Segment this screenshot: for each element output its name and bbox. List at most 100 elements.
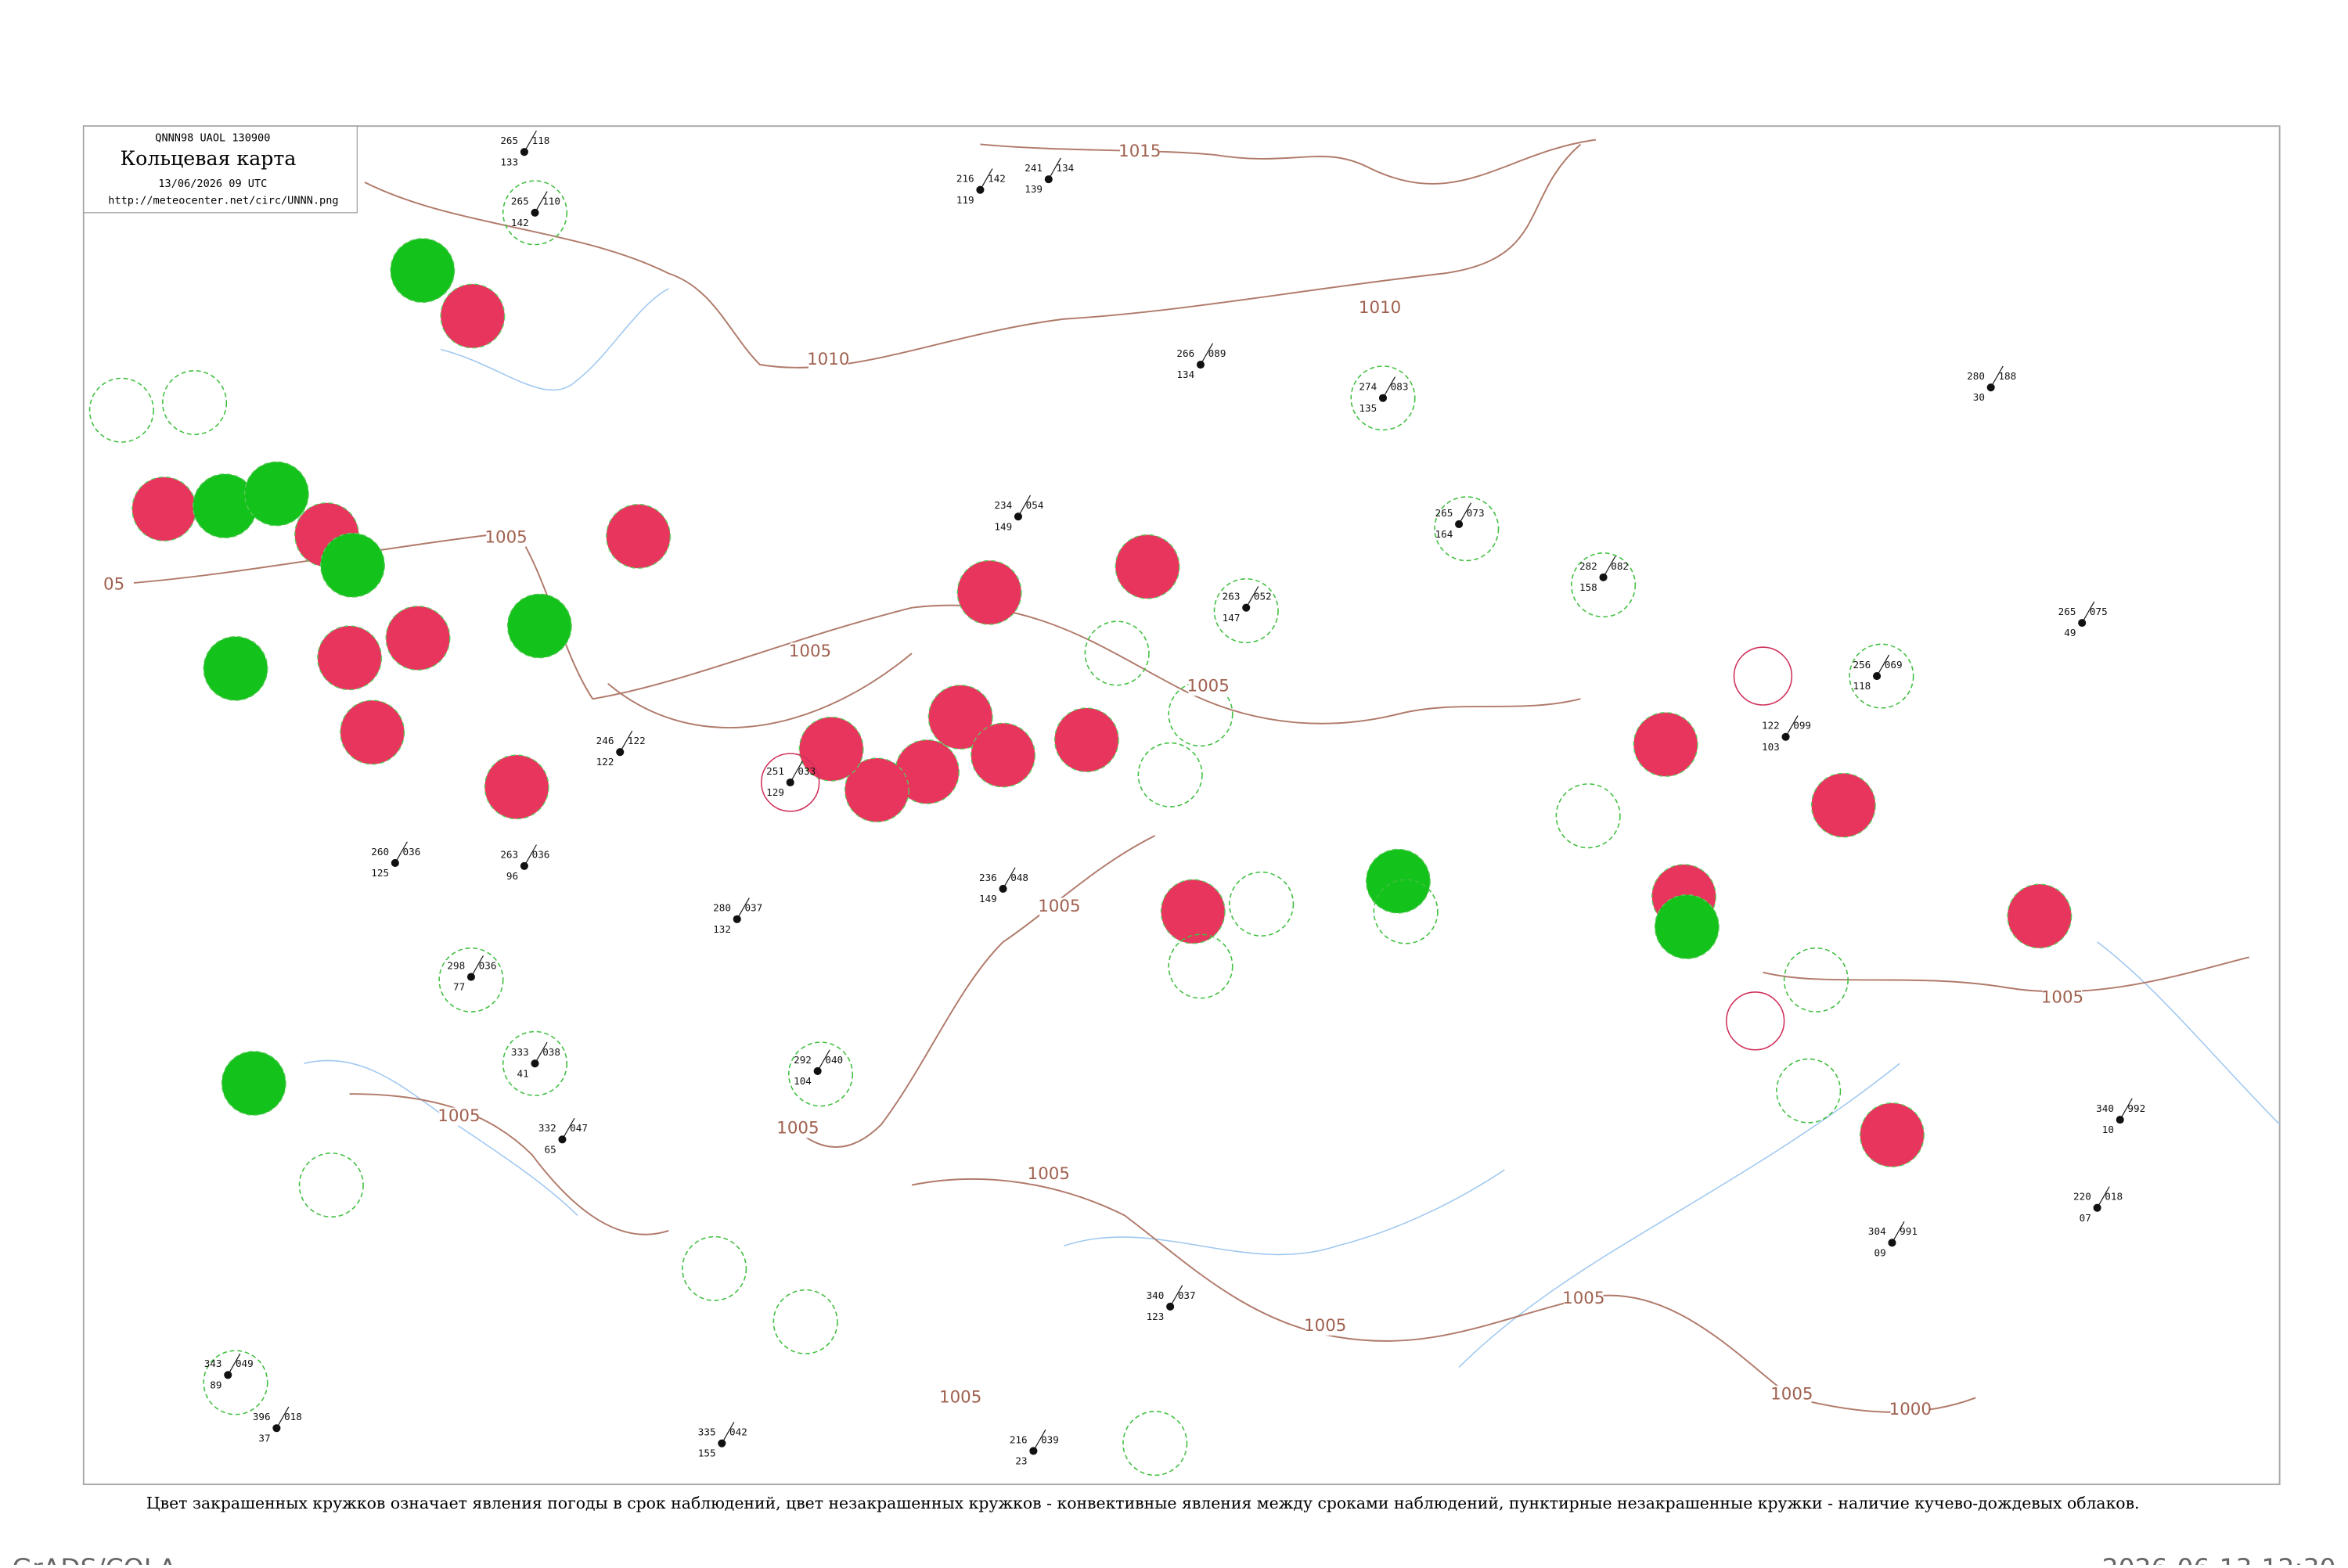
isobar-labels: 1015 1010 1010 1005 1005 1005 1005 1005 1005 1005… xyxy=(94,142,2083,1419)
station-symbol xyxy=(1029,1447,1038,1455)
isobar-label: 1005 xyxy=(789,642,831,661)
station-lower-left: 118 xyxy=(1853,680,1871,692)
station-upper-right: 037 xyxy=(1178,1289,1196,1301)
station-upper-left: 241 xyxy=(1025,162,1043,174)
weather-circle xyxy=(340,699,405,765)
station-upper-right: 037 xyxy=(744,902,762,914)
station-wind xyxy=(561,1117,575,1140)
isobar-label: 1015 xyxy=(1118,142,1161,161)
station-upper-left: 332 xyxy=(538,1122,556,1134)
station: 265 073 164 xyxy=(1435,502,1485,540)
station-upper-right: 049 xyxy=(236,1358,254,1369)
convective-circle xyxy=(1726,991,1785,1051)
station: 220 018 07 xyxy=(2073,1186,2123,1224)
cb-circle xyxy=(1168,682,1233,747)
station-lower-left: 122 xyxy=(596,756,614,768)
station-upper-left: 335 xyxy=(698,1426,716,1438)
station-lower-left: 129 xyxy=(766,786,784,798)
station-upper-right: 089 xyxy=(1208,347,1226,359)
station-lower-left: 104 xyxy=(794,1075,812,1087)
station-upper-left: 343 xyxy=(204,1358,222,1369)
cb-circle xyxy=(1434,496,1500,562)
station-lower-left: 155 xyxy=(698,1448,716,1459)
cb-circle xyxy=(1849,643,1914,709)
station-upper-left: 216 xyxy=(1010,1433,1028,1445)
isobar-label-bg xyxy=(94,575,134,595)
station-upper-right: 075 xyxy=(2090,606,2108,617)
station-wind xyxy=(1458,502,1472,525)
isobar-label: 1005 xyxy=(776,1119,819,1138)
station-upper-right: 122 xyxy=(628,735,646,746)
station: 263 052 147 xyxy=(1223,586,1272,624)
station-wind xyxy=(2097,1186,2110,1208)
station-upper-right: 048 xyxy=(1010,872,1028,883)
station-lower-left: 133 xyxy=(500,156,518,167)
station-symbol xyxy=(718,1439,726,1448)
cb-circle xyxy=(1229,871,1295,937)
station-symbol xyxy=(531,1059,539,1068)
cb-circle xyxy=(502,1030,568,1096)
isobar-label-bg xyxy=(1359,299,1400,318)
station: 340 037 123 xyxy=(1147,1285,1196,1322)
station-lower-left: 96 xyxy=(506,870,518,882)
cb-circle xyxy=(787,1041,854,1107)
station-wind xyxy=(790,761,803,783)
station-upper-left: 396 xyxy=(253,1411,271,1422)
header-box: QNNN98 UAOL 130900 Кольцевая карта 13/06… xyxy=(83,125,358,214)
station-upper-left: 256 xyxy=(1853,659,1871,671)
weather-circle xyxy=(606,503,671,569)
station-symbol xyxy=(466,973,475,981)
isobar-label-bg xyxy=(1564,1289,1604,1308)
station: 256 069 118 xyxy=(1853,654,1903,692)
station-lower-left: 149 xyxy=(979,893,997,904)
station-wind xyxy=(1245,586,1259,608)
station: 280 188 30 xyxy=(1967,365,2016,403)
station-upper-left: 216 xyxy=(956,173,974,185)
weather-circle xyxy=(484,754,549,820)
station-symbol xyxy=(1888,1239,1896,1247)
station: 396 018 37 xyxy=(253,1406,302,1444)
station-wind xyxy=(1603,556,1616,578)
isobar-label-bg xyxy=(1028,1165,1069,1184)
station: 266 089 134 xyxy=(1176,343,1226,380)
station-symbol xyxy=(2093,1203,2101,1212)
station-upper-right: 036 xyxy=(532,849,550,861)
weather-circle xyxy=(956,559,1022,625)
weather-circle xyxy=(320,532,385,598)
weather-circle xyxy=(221,1051,286,1116)
station-upper-right: 018 xyxy=(2105,1191,2123,1203)
cb-circle xyxy=(1570,552,1637,618)
station-lower-left: 149 xyxy=(994,520,1012,532)
station-upper-right: 118 xyxy=(532,135,550,146)
station-wind xyxy=(1032,1429,1046,1451)
station: 274 083 135 xyxy=(1359,376,1408,414)
weather-circle xyxy=(131,477,197,541)
station: 265 118 133 xyxy=(500,130,550,167)
station-upper-left: 246 xyxy=(596,735,614,746)
weather-circle xyxy=(1860,1102,1925,1167)
station-wind xyxy=(1169,1285,1183,1307)
station-upper-right: 992 xyxy=(2127,1102,2145,1114)
weather-circle xyxy=(1654,894,1720,959)
station-upper-right: 039 xyxy=(1041,1433,1059,1445)
station-wind xyxy=(1785,715,1799,738)
station-lower-left: 37 xyxy=(258,1432,270,1444)
station-lower-left: 158 xyxy=(1579,581,1597,593)
cb-circle xyxy=(161,370,228,436)
station: 122 099 103 xyxy=(1762,715,1811,753)
header-title: Кольцевая карта xyxy=(121,147,297,170)
station-upper-left: 263 xyxy=(500,849,518,861)
isobar-label: 1005 xyxy=(939,1387,981,1407)
station-wind xyxy=(979,168,993,191)
header-code: QNNN98 UAOL 130900 xyxy=(155,132,270,145)
cb-circle xyxy=(203,1350,268,1415)
footer-credit: GrADS/COLA xyxy=(13,1552,177,1565)
station-lower-left: 41 xyxy=(517,1067,529,1079)
station: 333 038 41 xyxy=(511,1041,560,1079)
cb-circle xyxy=(1137,742,1203,807)
station: 246 122 122 xyxy=(596,730,646,768)
station-lower-left: 89 xyxy=(210,1379,221,1390)
cb-circle xyxy=(1373,879,1439,944)
cb-circle xyxy=(1783,947,1849,1012)
station-lower-left: 23 xyxy=(1015,1455,1027,1466)
